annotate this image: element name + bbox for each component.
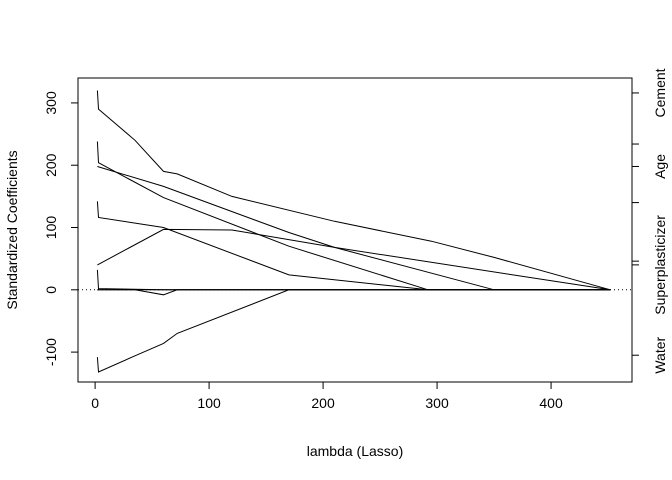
y-tick-label: -100 — [43, 338, 59, 366]
y-axis: -100 0 100 200 300 — [43, 91, 79, 366]
plot-box — [77, 77, 633, 383]
y-tick-label: 200 — [43, 153, 59, 177]
right-tick-label: Water — [652, 336, 668, 373]
x-tick-label: 400 — [539, 395, 563, 411]
right-tick-label: Age — [652, 154, 668, 179]
right-tick-label: Superplasticizer — [652, 215, 668, 315]
x-tick-label: 300 — [425, 395, 449, 411]
y-axis-label: Standardized Coefficients — [4, 150, 20, 309]
y-tick-label: 300 — [43, 91, 59, 115]
x-tick-label: 200 — [311, 395, 335, 411]
coef-path-3 — [97, 166, 611, 291]
coef-path-6 — [96, 269, 611, 291]
right-tick-label: Cement — [652, 68, 668, 117]
x-tick-label: 100 — [197, 395, 221, 411]
y-tick-label: 0 — [43, 286, 59, 294]
series-layer — [96, 90, 611, 373]
y-tick-label: 100 — [43, 216, 59, 240]
x-axis: 0 100 200 300 400 — [91, 381, 563, 411]
coef-path-9 — [96, 289, 611, 373]
coef-path-2 — [96, 141, 611, 291]
x-tick-label: 0 — [91, 395, 99, 411]
right-axis: Cement Age Superplasticizer Water — [631, 68, 668, 374]
coef-path-1 — [96, 90, 611, 291]
x-axis-label: lambda (Lasso) — [307, 443, 404, 459]
coef-path-4 — [96, 201, 611, 291]
coef-path-5 — [97, 228, 611, 291]
coef-path-7 — [97, 289, 611, 296]
